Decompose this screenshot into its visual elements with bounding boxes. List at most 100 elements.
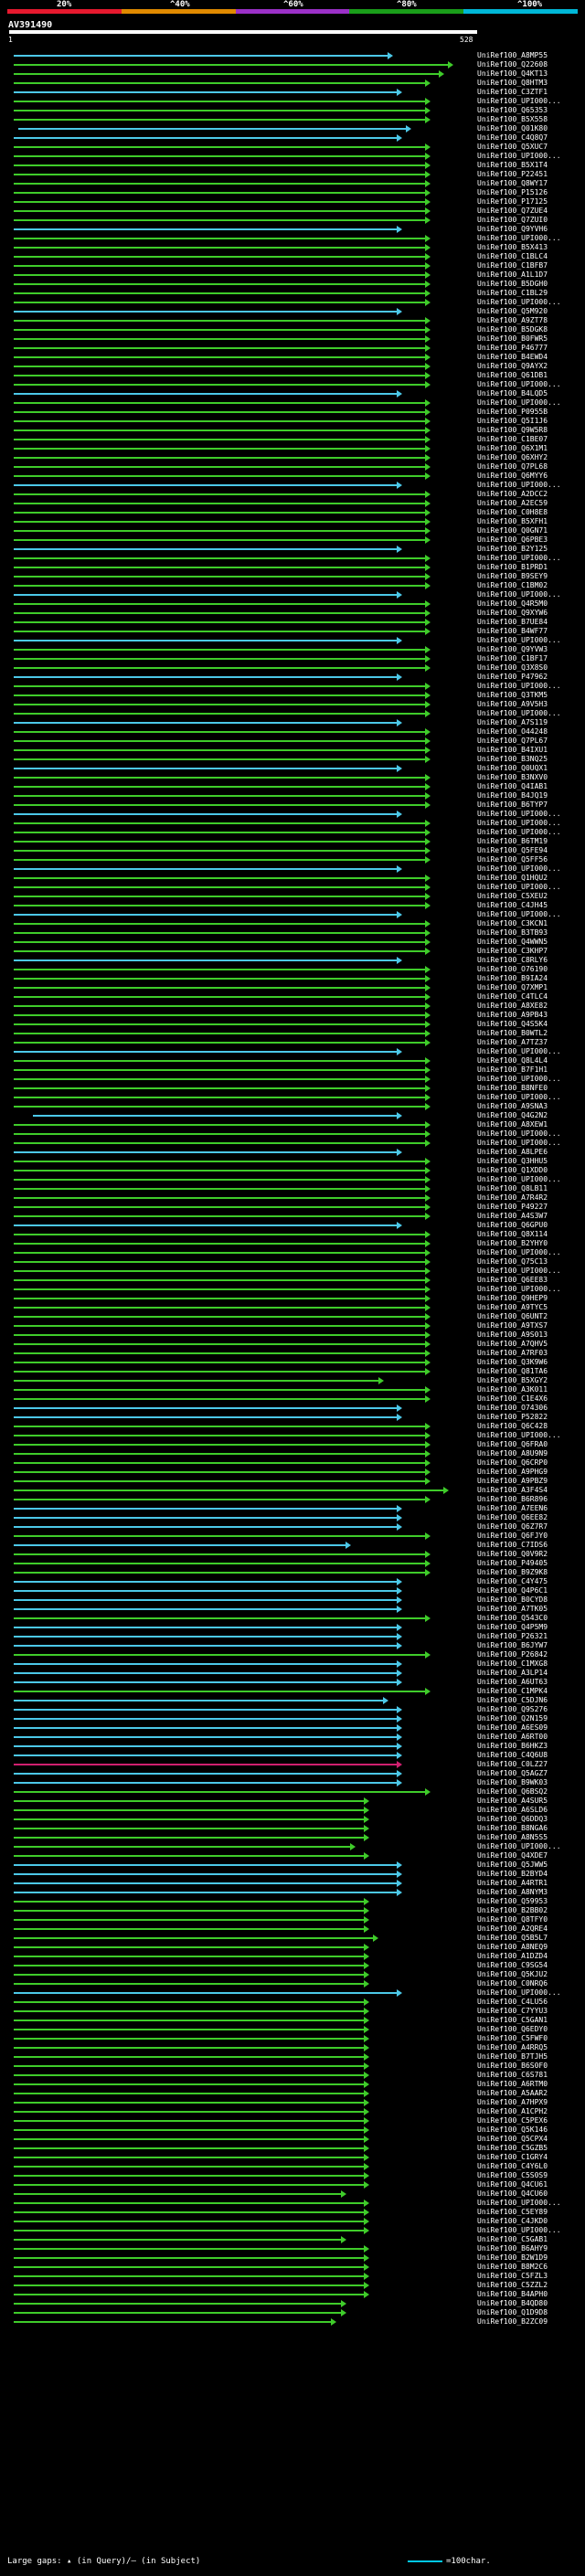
hit-line[interactable] xyxy=(14,1499,426,1500)
hit-row[interactable]: UniRef100_UPI000... xyxy=(0,1075,585,1084)
hit-row[interactable]: UniRef100_A4RTR1 xyxy=(0,1879,585,1888)
hit-line[interactable] xyxy=(14,155,426,157)
hit-label[interactable]: UniRef100_A7EEN6 xyxy=(477,1504,548,1512)
hit-line[interactable] xyxy=(14,1636,399,1638)
hit-row[interactable]: UniRef100_Q7PL68 xyxy=(0,462,585,472)
hit-row[interactable]: UniRef100_Q5AGZ7 xyxy=(0,1769,585,1778)
hit-row[interactable]: UniRef100_Q5XUC7 xyxy=(0,143,585,152)
hit-row[interactable]: UniRef100_Q6UNT2 xyxy=(0,1312,585,1321)
hit-label[interactable]: UniRef100_B8NFE0 xyxy=(477,1084,548,1092)
hit-label[interactable]: UniRef100_Q3HHU5 xyxy=(477,1157,548,1165)
hit-label[interactable]: UniRef100_P49227 xyxy=(477,1203,548,1211)
hit-line[interactable] xyxy=(14,1014,426,1016)
hit-row[interactable]: UniRef100_B8NFE0 xyxy=(0,1084,585,1093)
hit-label[interactable]: UniRef100_C6S781 xyxy=(477,2071,548,2079)
hit-label[interactable]: UniRef100_C4JKD0 xyxy=(477,2217,548,2225)
hit-label[interactable]: UniRef100_A4RRQ5 xyxy=(477,2043,548,2051)
hit-label[interactable]: UniRef100_C1BM02 xyxy=(477,581,548,589)
hit-label[interactable]: UniRef100_P46777 xyxy=(477,344,548,352)
hit-line[interactable] xyxy=(14,265,426,267)
hit-line[interactable] xyxy=(14,1023,426,1025)
hit-row[interactable]: UniRef100_C5XEU2 xyxy=(0,892,585,901)
hit-line[interactable] xyxy=(14,2284,366,2286)
hit-row[interactable]: UniRef100_Q6EDY0 xyxy=(0,2025,585,2034)
hit-row[interactable]: UniRef100_C6S781 xyxy=(0,2071,585,2080)
hit-row[interactable]: UniRef100_UPI000... xyxy=(0,883,585,892)
hit-label[interactable]: UniRef100_Q6EE83 xyxy=(477,1276,548,1284)
hit-row[interactable]: UniRef100_UPI000... xyxy=(0,1267,585,1276)
hit-row[interactable]: UniRef100_A8LPE6 xyxy=(0,1148,585,1157)
hit-line[interactable] xyxy=(14,1252,426,1254)
hit-label[interactable]: UniRef100_P22451 xyxy=(477,170,548,178)
hit-line[interactable] xyxy=(14,2120,366,2122)
hit-line[interactable] xyxy=(14,1352,426,1354)
hit-label[interactable]: UniRef100_Q6MYY6 xyxy=(477,472,548,480)
hit-row[interactable]: UniRef100_A1L1D7 xyxy=(0,270,585,280)
hit-line[interactable] xyxy=(14,694,426,696)
hit-row[interactable]: UniRef100_C4Q6U8 xyxy=(0,1751,585,1760)
hit-row[interactable]: UniRef100_Q6GPU0 xyxy=(0,1221,585,1230)
hit-label[interactable]: UniRef100_A1CPH2 xyxy=(477,2107,548,2115)
hit-row[interactable]: UniRef100_B3NQ25 xyxy=(0,755,585,764)
hit-line[interactable] xyxy=(14,1398,426,1400)
hit-row[interactable]: UniRef100_A7TK05 xyxy=(0,1605,585,1614)
hit-line[interactable] xyxy=(14,1270,426,1272)
hit-label[interactable]: UniRef100_Q3TKM5 xyxy=(477,691,548,699)
hit-label[interactable]: UniRef100_Q4S5K4 xyxy=(477,1020,548,1028)
hit-row[interactable]: UniRef100_Q543C0 xyxy=(0,1614,585,1623)
hit-label[interactable]: UniRef100_B9WK03 xyxy=(477,1778,548,1786)
hit-label[interactable]: UniRef100_Q8TFY0 xyxy=(477,1915,548,1924)
hit-label[interactable]: UniRef100_A8XEW1 xyxy=(477,1120,548,1129)
hit-row[interactable]: UniRef100_P26321 xyxy=(0,1632,585,1641)
hit-row[interactable]: UniRef100_Q9YVW3 xyxy=(0,645,585,654)
hit-line[interactable] xyxy=(14,1736,399,1738)
hit-label[interactable]: UniRef100_Q1XDD0 xyxy=(477,1166,548,1174)
hit-row[interactable]: UniRef100_Q81TA6 xyxy=(0,1367,585,1376)
hit-line[interactable] xyxy=(14,2111,366,2113)
hit-line[interactable] xyxy=(14,1663,399,1665)
hit-line[interactable] xyxy=(14,1599,399,1601)
hit-label[interactable]: UniRef100_A9V5H3 xyxy=(477,700,548,708)
hit-row[interactable]: UniRef100_B4EWD4 xyxy=(0,353,585,362)
hit-row[interactable]: UniRef100_Q4P5M9 xyxy=(0,1623,585,1632)
hit-row[interactable]: UniRef100_Q8TFY0 xyxy=(0,1915,585,1924)
hit-label[interactable]: UniRef100_A1L1D7 xyxy=(477,270,548,279)
hit-label[interactable]: UniRef100_B5XGY2 xyxy=(477,1376,548,1384)
hit-row[interactable]: UniRef100_UPI000... xyxy=(0,828,585,837)
hit-label[interactable]: UniRef100_C5FZL3 xyxy=(477,2272,548,2280)
hit-row[interactable]: UniRef100_B0CYD8 xyxy=(0,1595,585,1605)
hit-row[interactable]: UniRef100_UPI000... xyxy=(0,864,585,874)
hit-label[interactable]: UniRef100_Q4WWN5 xyxy=(477,938,548,946)
hit-label[interactable]: UniRef100_Q0V9R2 xyxy=(477,1550,548,1558)
hit-row[interactable]: UniRef100_Q3X8S0 xyxy=(0,663,585,673)
hit-line[interactable] xyxy=(14,411,426,413)
hit-line[interactable] xyxy=(14,585,426,587)
hit-label[interactable]: UniRef100_B4JQ19 xyxy=(477,791,548,800)
hit-label[interactable]: UniRef100_Q0GN71 xyxy=(477,526,548,535)
hit-line[interactable] xyxy=(14,1151,399,1153)
hit-row[interactable]: UniRef100_C3ZTF1 xyxy=(0,88,585,97)
hit-label[interactable]: UniRef100_B9SEY9 xyxy=(477,572,548,580)
hit-label[interactable]: UniRef100_UPI000... xyxy=(477,1139,561,1147)
hit-line[interactable] xyxy=(14,1553,426,1555)
hit-row[interactable]: UniRef100_C0LZ27 xyxy=(0,1760,585,1769)
hit-line[interactable] xyxy=(14,1617,426,1619)
hit-line[interactable] xyxy=(14,941,426,943)
hit-row[interactable]: UniRef100_Q8X114 xyxy=(0,1230,585,1239)
hit-row[interactable]: UniRef100_A2EC59 xyxy=(0,499,585,508)
hit-label[interactable]: UniRef100_Q3X8S0 xyxy=(477,663,548,672)
hit-line[interactable] xyxy=(14,146,426,148)
hit-label[interactable]: UniRef100_UPI000... xyxy=(477,2199,561,2207)
hit-row[interactable]: UniRef100_UPI000... xyxy=(0,234,585,243)
hit-line[interactable] xyxy=(14,1389,426,1391)
hit-line[interactable] xyxy=(14,2147,366,2149)
hit-label[interactable]: UniRef100_UPI000... xyxy=(477,1842,561,1850)
hit-row[interactable]: UniRef100_Q0V9R2 xyxy=(0,1550,585,1559)
hit-label[interactable]: UniRef100_Q5M920 xyxy=(477,307,548,315)
hit-row[interactable]: UniRef100_UPI000... xyxy=(0,554,585,563)
hit-row[interactable]: UniRef100_Q1HQU2 xyxy=(0,874,585,883)
hit-row[interactable]: UniRef100_B4APH0 xyxy=(0,2290,585,2299)
hit-line[interactable] xyxy=(14,375,426,376)
hit-row[interactable]: UniRef100_A8MP55 xyxy=(0,51,585,60)
hit-line[interactable] xyxy=(14,1069,426,1071)
